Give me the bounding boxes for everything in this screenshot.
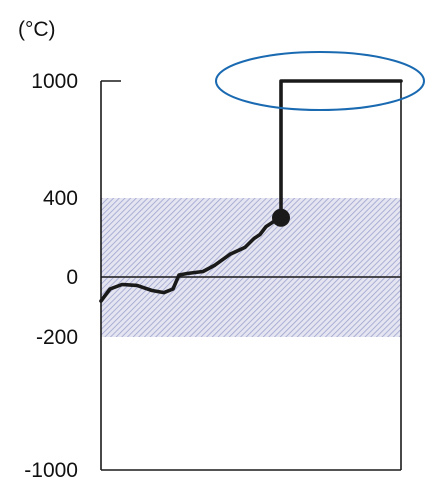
series-end-marker [272,208,290,227]
y-tick-label: 1000 [31,70,78,93]
shaded-band-layer [101,198,401,337]
y-unit-label: (°C) [18,18,56,41]
y-tick-layer: 1000 400 0 -200 -1000 [24,70,78,482]
shaded-band [101,198,401,337]
y-tick-label: 0 [66,266,78,289]
y-tick-label: -1000 [24,459,78,482]
y-tick-label: -200 [36,326,78,349]
series-layer [99,79,403,303]
annotation-layer [215,51,425,111]
y-tick-label: 400 [43,187,78,210]
highlight-ellipse [215,51,425,111]
plot-frame-layer [100,80,402,471]
